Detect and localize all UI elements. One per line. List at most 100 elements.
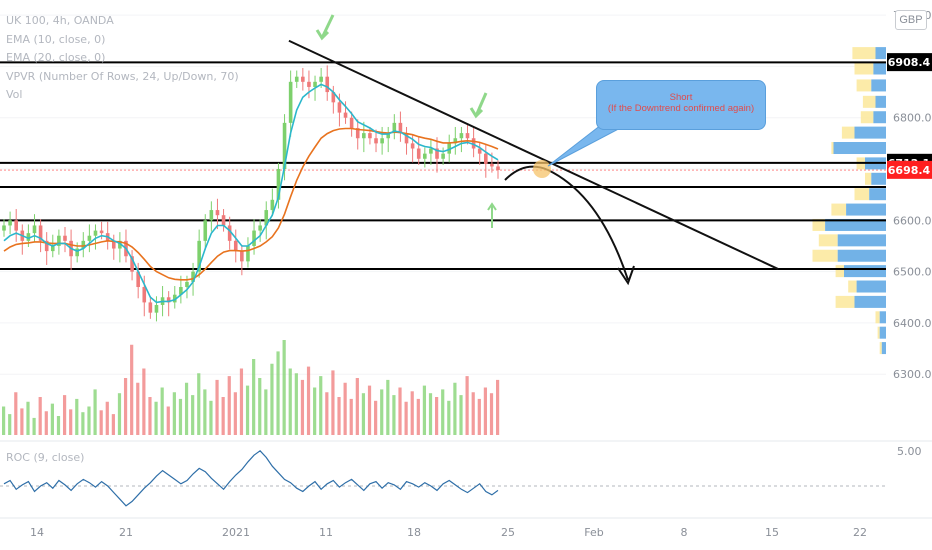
legend-vpvr[interactable]: VPVR (Number Of Rows, 24, Up/Down, 70) bbox=[6, 69, 239, 83]
volume-bar bbox=[99, 410, 103, 435]
volume-bar bbox=[447, 400, 451, 435]
price-tags: 6908.46712.16698.4 bbox=[887, 53, 932, 179]
candle-body bbox=[343, 112, 348, 118]
price-tag-box bbox=[887, 160, 932, 179]
candle-body bbox=[38, 225, 43, 241]
signal-arrow-icon bbox=[474, 92, 488, 117]
legend-volume[interactable]: Vol bbox=[6, 88, 23, 101]
volume-bar bbox=[306, 366, 311, 435]
vpvr-down-bar bbox=[879, 342, 882, 355]
volume-bar bbox=[166, 406, 170, 435]
indicator-legend: UK 100, 4h, OANDA EMA (10, close, 0) EMA… bbox=[6, 12, 239, 105]
candle-body bbox=[270, 199, 275, 211]
volume-bar bbox=[209, 400, 213, 435]
legend-ema20[interactable]: EMA (20, close, 0) bbox=[6, 51, 106, 64]
volume-bar bbox=[26, 401, 30, 435]
vpvr-down-bar bbox=[865, 172, 872, 185]
volume-bar bbox=[62, 395, 67, 435]
vpvr-up-bar bbox=[875, 95, 886, 108]
volume-bar bbox=[178, 398, 183, 435]
candle-body bbox=[154, 304, 159, 313]
volume-bar bbox=[416, 398, 420, 435]
volume-bar bbox=[148, 397, 152, 435]
volume-bar bbox=[227, 376, 231, 435]
candle-body bbox=[319, 76, 323, 82]
candle-body bbox=[368, 133, 372, 139]
candle-body bbox=[416, 148, 421, 159]
candle-body bbox=[99, 230, 104, 234]
time-tick-label: 2021 bbox=[222, 526, 250, 539]
candle-body bbox=[93, 230, 98, 236]
candle-body bbox=[148, 302, 153, 313]
volume-bar bbox=[276, 351, 280, 435]
vpvr-down-bar bbox=[856, 79, 872, 92]
volume-bar bbox=[44, 411, 48, 435]
vpvr-down-bar bbox=[852, 47, 876, 60]
volume-bar bbox=[239, 368, 244, 435]
signal-arrowhead-icon bbox=[469, 107, 484, 119]
legend-ema10[interactable]: EMA (10, close, 0) bbox=[6, 32, 106, 46]
candle-body bbox=[185, 281, 189, 288]
price-tick-label: 6400.0 bbox=[893, 317, 932, 330]
vpvr-up-bar bbox=[844, 265, 886, 278]
volume-bar bbox=[453, 382, 457, 435]
vpvr-up-bar bbox=[869, 188, 886, 201]
vpvr-up-bar bbox=[825, 218, 886, 231]
volume-bar bbox=[69, 409, 73, 435]
vpvr-down-bar bbox=[812, 218, 826, 231]
candle-body bbox=[453, 138, 458, 144]
vpvr-down-bar bbox=[862, 95, 876, 108]
candle-body bbox=[307, 81, 311, 87]
price-tick-label: 6300.0 bbox=[893, 368, 932, 381]
vpvr-down-bar bbox=[841, 126, 855, 139]
volume-bars bbox=[2, 340, 500, 435]
candle-body bbox=[288, 81, 293, 123]
volume-bar bbox=[172, 392, 176, 435]
vpvr-up-bar bbox=[837, 249, 886, 262]
candle-body bbox=[282, 122, 287, 170]
candle-body bbox=[398, 122, 403, 134]
candle-body bbox=[496, 166, 500, 171]
roc-legend[interactable]: ROC (9, close) bbox=[6, 451, 85, 464]
projection-curve bbox=[504, 165, 629, 281]
volume-bar bbox=[245, 385, 250, 435]
volume-bar bbox=[215, 379, 219, 435]
candle-body bbox=[380, 138, 384, 144]
candle-body bbox=[465, 133, 470, 139]
signal-arrowhead-icon bbox=[315, 29, 330, 41]
volume-bar bbox=[410, 391, 414, 435]
candle-body bbox=[246, 245, 250, 262]
volume-bar bbox=[367, 385, 372, 435]
candle-body bbox=[294, 76, 299, 82]
candle-body bbox=[172, 294, 177, 303]
vpvr-down-bar bbox=[860, 111, 874, 124]
candle-body bbox=[32, 225, 37, 234]
time-tick-label: 11 bbox=[319, 526, 333, 539]
volume-bar bbox=[233, 392, 237, 435]
volume-bar bbox=[14, 392, 18, 435]
roc-pane bbox=[0, 440, 932, 519]
volume-bar bbox=[203, 389, 207, 435]
volume-bar bbox=[428, 393, 433, 435]
vpvr-up-bar bbox=[871, 172, 886, 185]
time-tick-label: 25 bbox=[501, 526, 515, 539]
candle-body bbox=[258, 225, 262, 231]
volume-bar bbox=[93, 389, 97, 435]
candle-body bbox=[166, 297, 171, 303]
candle-body bbox=[374, 138, 378, 144]
volume-bar bbox=[184, 382, 189, 435]
volume-bar bbox=[56, 416, 61, 435]
roc-line bbox=[3, 450, 499, 507]
candle-body bbox=[44, 240, 49, 252]
vpvr-down-bar bbox=[848, 280, 857, 293]
volume-bar bbox=[361, 393, 366, 435]
volume-bar bbox=[87, 406, 91, 435]
candle-body bbox=[477, 148, 482, 154]
short-callout: Short (If the Downtrend confirmed again) bbox=[596, 80, 766, 130]
currency-badge[interactable]: GBP bbox=[895, 10, 927, 30]
candle-body bbox=[313, 81, 317, 87]
volume-bar bbox=[355, 378, 359, 435]
candle-body bbox=[362, 133, 366, 139]
volume-bar bbox=[471, 392, 475, 435]
